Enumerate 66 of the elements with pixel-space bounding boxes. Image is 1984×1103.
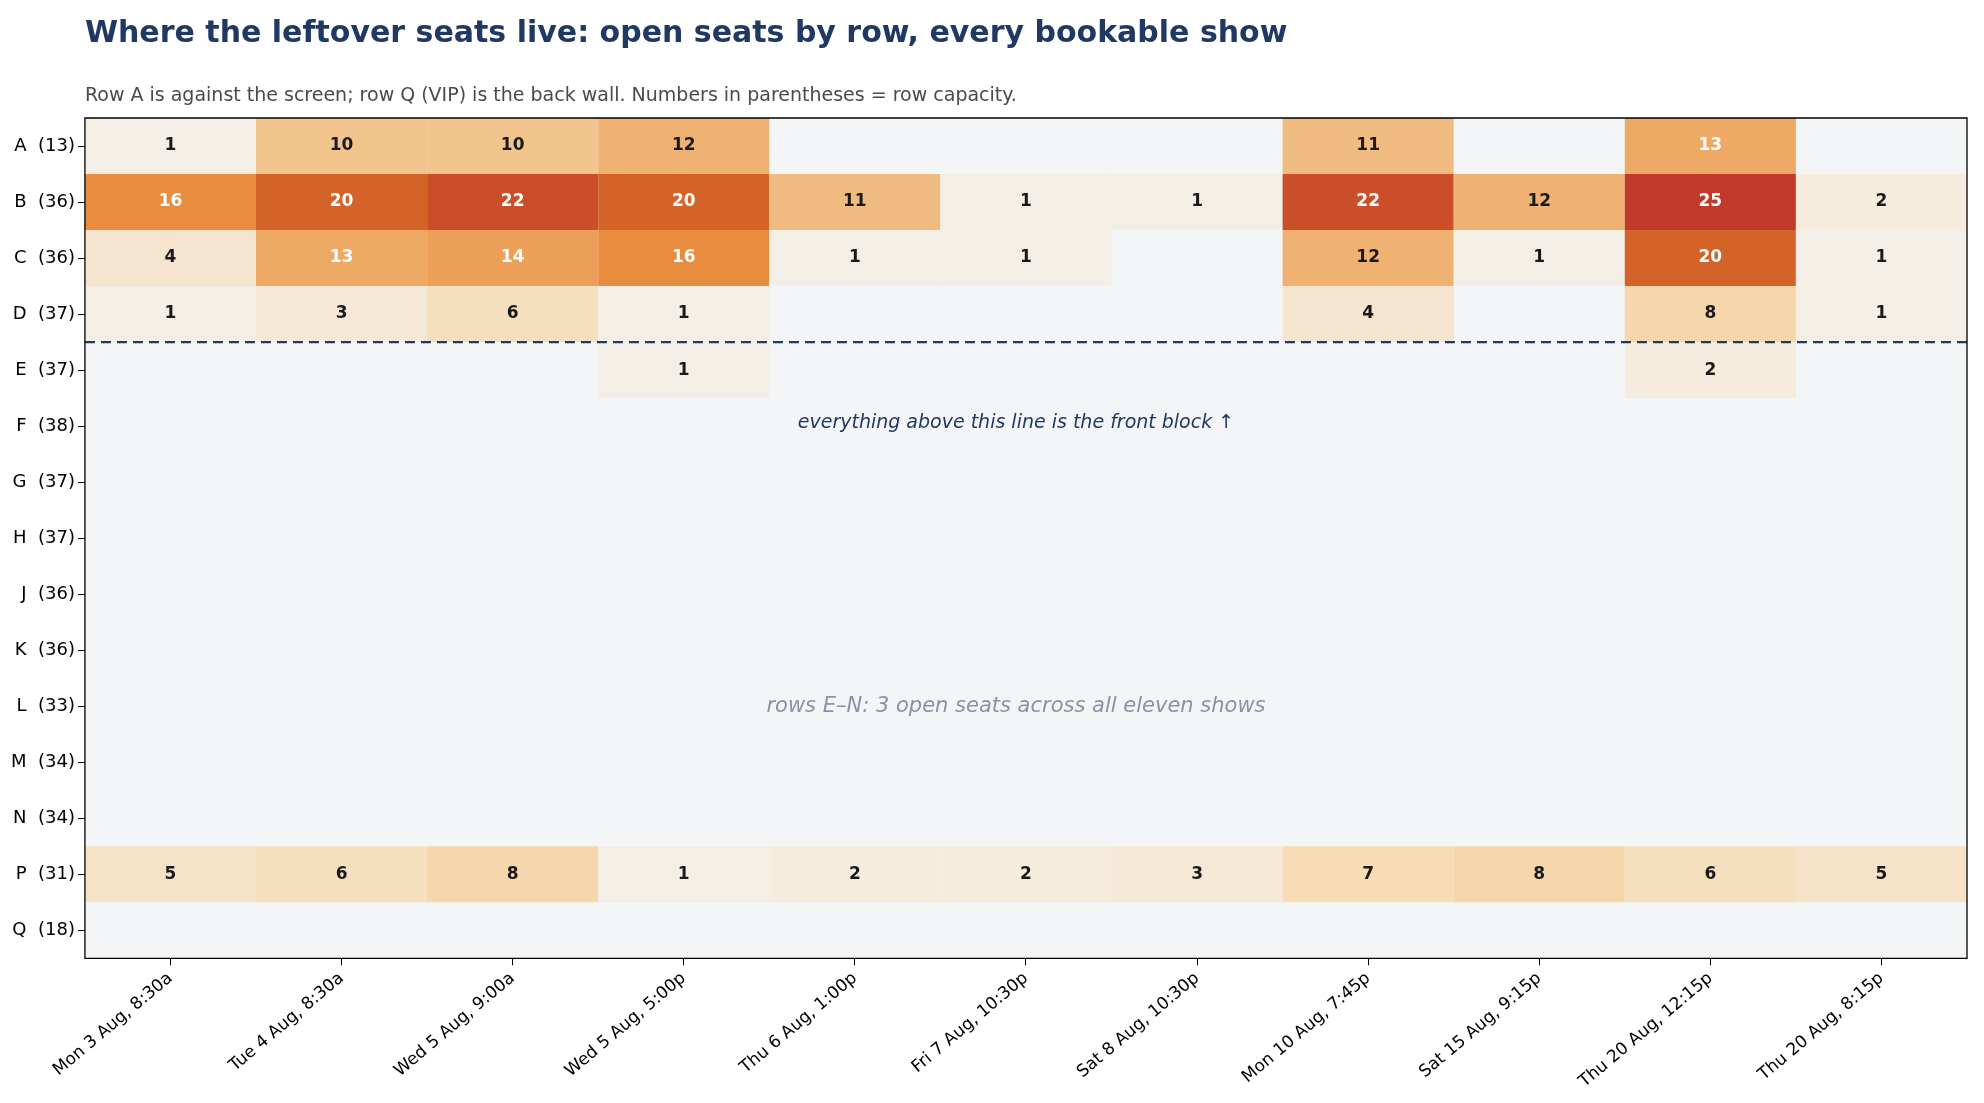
data-label: 11 <box>843 190 867 211</box>
y-tick-label: C (36) <box>13 245 75 267</box>
data-label: 16 <box>671 246 696 267</box>
data-label: 1 <box>1875 246 1888 267</box>
y-tick-label: D (37) <box>12 301 75 323</box>
annotation: rows E–N: 3 open seats across all eleven shows <box>766 692 1266 717</box>
y-tick-label: H (37) <box>12 525 75 547</box>
data-label: 12 <box>1527 190 1552 211</box>
y-tick-label: N (34) <box>13 805 75 827</box>
y-tick-label: K (36) <box>14 637 75 659</box>
data-label: 16 <box>158 190 183 211</box>
data-label: 20 <box>329 190 354 211</box>
data-label: 22 <box>1356 190 1380 211</box>
data-label: 1 <box>164 302 177 323</box>
data-label: 1 <box>1191 190 1203 211</box>
data-label: 1 <box>164 134 177 155</box>
data-label: 2 <box>1020 862 1032 883</box>
data-label: 10 <box>329 134 354 155</box>
data-label: 4 <box>1362 302 1375 323</box>
data-label: 13 <box>1698 134 1723 155</box>
y-tick-label: M (34) <box>10 749 75 771</box>
y-tick-label: F (38) <box>16 413 75 435</box>
data-label: 13 <box>329 246 354 267</box>
data-label: 5 <box>1875 862 1888 883</box>
y-tick-label: G (37) <box>12 469 75 491</box>
y-tick-label: B (36) <box>14 189 75 211</box>
data-label: 1 <box>1020 246 1032 267</box>
data-label: 6 <box>506 302 519 323</box>
data-label: 20 <box>671 190 696 211</box>
data-label: 8 <box>506 862 519 883</box>
y-tick-label: L (33) <box>16 693 75 715</box>
y-tick-label: A (13) <box>14 133 75 155</box>
data-label: 3 <box>1191 862 1203 883</box>
data-label: 14 <box>500 246 525 267</box>
data-label: 1 <box>1875 302 1888 323</box>
chart-title: Where the leftover seats live: open seats by row, every bookable show <box>84 14 1288 49</box>
y-tick-label: P (31) <box>15 861 75 883</box>
data-label: 8 <box>1704 302 1717 323</box>
data-label: 25 <box>1698 190 1723 211</box>
data-label: 1 <box>848 246 861 267</box>
data-label: 12 <box>671 134 696 155</box>
data-label: 1 <box>1533 246 1546 267</box>
data-label: 22 <box>500 190 525 211</box>
y-tick-label: Q (18) <box>12 917 75 939</box>
data-label: 10 <box>500 134 525 155</box>
data-label: 12 <box>1356 246 1380 267</box>
data-label: 11 <box>1356 134 1380 155</box>
data-label: 2 <box>1875 190 1888 211</box>
data-label: 1 <box>1020 190 1032 211</box>
data-label: 4 <box>164 246 177 267</box>
data-label: 5 <box>164 862 177 883</box>
data-label: 6 <box>335 862 348 883</box>
data-label: 1 <box>677 358 690 379</box>
ref-line-label: everything above this line is the front block ↑ <box>797 410 1235 433</box>
y-tick-label: J (36) <box>20 581 75 603</box>
data-label: 2 <box>1704 358 1717 379</box>
data-label: 6 <box>1704 862 1717 883</box>
data-label: 1 <box>677 302 690 323</box>
data-label: 20 <box>1698 246 1723 267</box>
data-label: 7 <box>1362 862 1375 883</box>
y-tick-label: E (37) <box>15 357 75 379</box>
data-label: 3 <box>335 302 348 323</box>
chart-subtitle: Row A is against the screen; row Q (VIP) is the back wall. Numbers in parentheses = row capacity. <box>84 83 1017 105</box>
data-label: 1 <box>677 862 690 883</box>
data-label: 8 <box>1533 862 1546 883</box>
data-label: 2 <box>848 862 861 883</box>
